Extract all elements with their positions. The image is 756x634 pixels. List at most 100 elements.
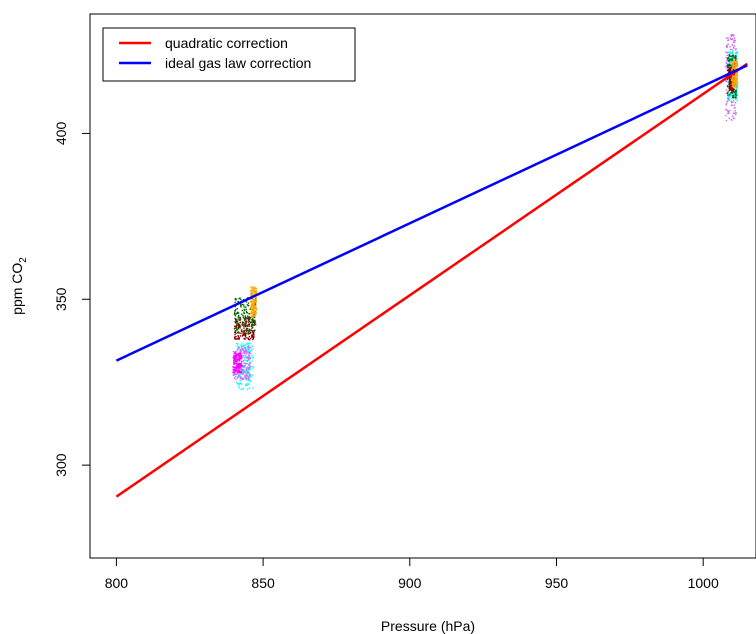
data-point [242, 303, 244, 306]
data-point [727, 80, 729, 83]
data-point [736, 52, 738, 55]
data-point [732, 68, 734, 71]
data-point [732, 100, 735, 102]
svg-text:ppm CO2: ppm CO2 [9, 257, 29, 315]
data-point [243, 308, 245, 311]
data-point [237, 300, 239, 303]
data-point [247, 357, 250, 359]
data-point [238, 365, 241, 367]
data-point [234, 313, 236, 315]
data-point [728, 55, 731, 57]
data-point [244, 315, 247, 317]
data-point [250, 325, 253, 328]
data-point [253, 336, 255, 339]
data-point [729, 76, 732, 78]
data-point [235, 373, 237, 376]
data-point [732, 92, 735, 94]
data-point [241, 371, 243, 373]
data-point [234, 373, 236, 376]
data-point [236, 381, 238, 383]
data-point [238, 326, 241, 328]
data-point [240, 330, 243, 333]
data-point [240, 357, 243, 360]
data-point [247, 345, 249, 348]
data-point [251, 310, 254, 312]
data-point [736, 94, 739, 97]
data-point [252, 287, 254, 290]
data-point [253, 290, 256, 292]
data-point [253, 287, 255, 290]
data-point [727, 91, 729, 93]
data-point [729, 46, 731, 48]
data-point [242, 371, 244, 373]
data-point [729, 86, 731, 88]
data-point [254, 300, 256, 303]
data-point [240, 350, 242, 353]
series-line [115, 62, 748, 498]
data-point [729, 38, 732, 40]
data-point [247, 358, 250, 360]
data-point [250, 349, 252, 352]
data-point [731, 79, 733, 81]
data-point [736, 64, 738, 66]
data-point [726, 46, 728, 49]
data-point [727, 64, 729, 67]
data-point [242, 352, 244, 355]
data-point [236, 373, 238, 376]
data-point [243, 330, 245, 332]
data-point [237, 353, 240, 355]
data-point [240, 344, 242, 346]
x-tick-label: 950 [545, 575, 569, 591]
data-point [251, 319, 254, 321]
data-point [234, 331, 236, 334]
data-point [731, 50, 734, 53]
data-point [734, 112, 736, 114]
data-point [240, 366, 242, 368]
data-point [247, 338, 250, 341]
data-point [735, 67, 737, 70]
data-point [244, 349, 247, 351]
data-point [235, 356, 237, 358]
data-point [255, 291, 257, 293]
data-point [736, 83, 738, 86]
data-point [249, 366, 251, 368]
data-point [249, 337, 252, 340]
data-point [241, 370, 244, 372]
data-point [732, 62, 734, 64]
data-point [248, 335, 251, 338]
data-point [252, 287, 254, 289]
data-point [234, 326, 236, 328]
data-point [233, 358, 236, 360]
data-point [726, 62, 728, 65]
data-point [238, 386, 240, 389]
data-point [234, 336, 236, 338]
data-point [246, 362, 248, 365]
data-point [254, 309, 256, 312]
data-point [254, 305, 257, 307]
data-point [730, 52, 733, 54]
data-point [726, 54, 728, 56]
data-point [238, 353, 241, 355]
data-point [255, 290, 257, 292]
data-point [247, 333, 250, 335]
data-point [249, 318, 251, 320]
data-point [240, 364, 242, 367]
data-point [235, 328, 237, 330]
data-point [728, 64, 731, 66]
data-point [240, 383, 243, 385]
data-point [251, 294, 253, 296]
data-point [725, 80, 727, 82]
data-point [242, 378, 244, 380]
data-point [237, 334, 239, 337]
data-point [243, 352, 246, 355]
data-point [732, 83, 734, 85]
data-point [731, 92, 734, 94]
data-point [233, 368, 235, 370]
data-point [251, 297, 254, 300]
data-point [245, 317, 247, 320]
data-point [732, 67, 734, 70]
data-point [236, 370, 238, 373]
data-point [239, 377, 241, 379]
data-point [244, 334, 247, 337]
